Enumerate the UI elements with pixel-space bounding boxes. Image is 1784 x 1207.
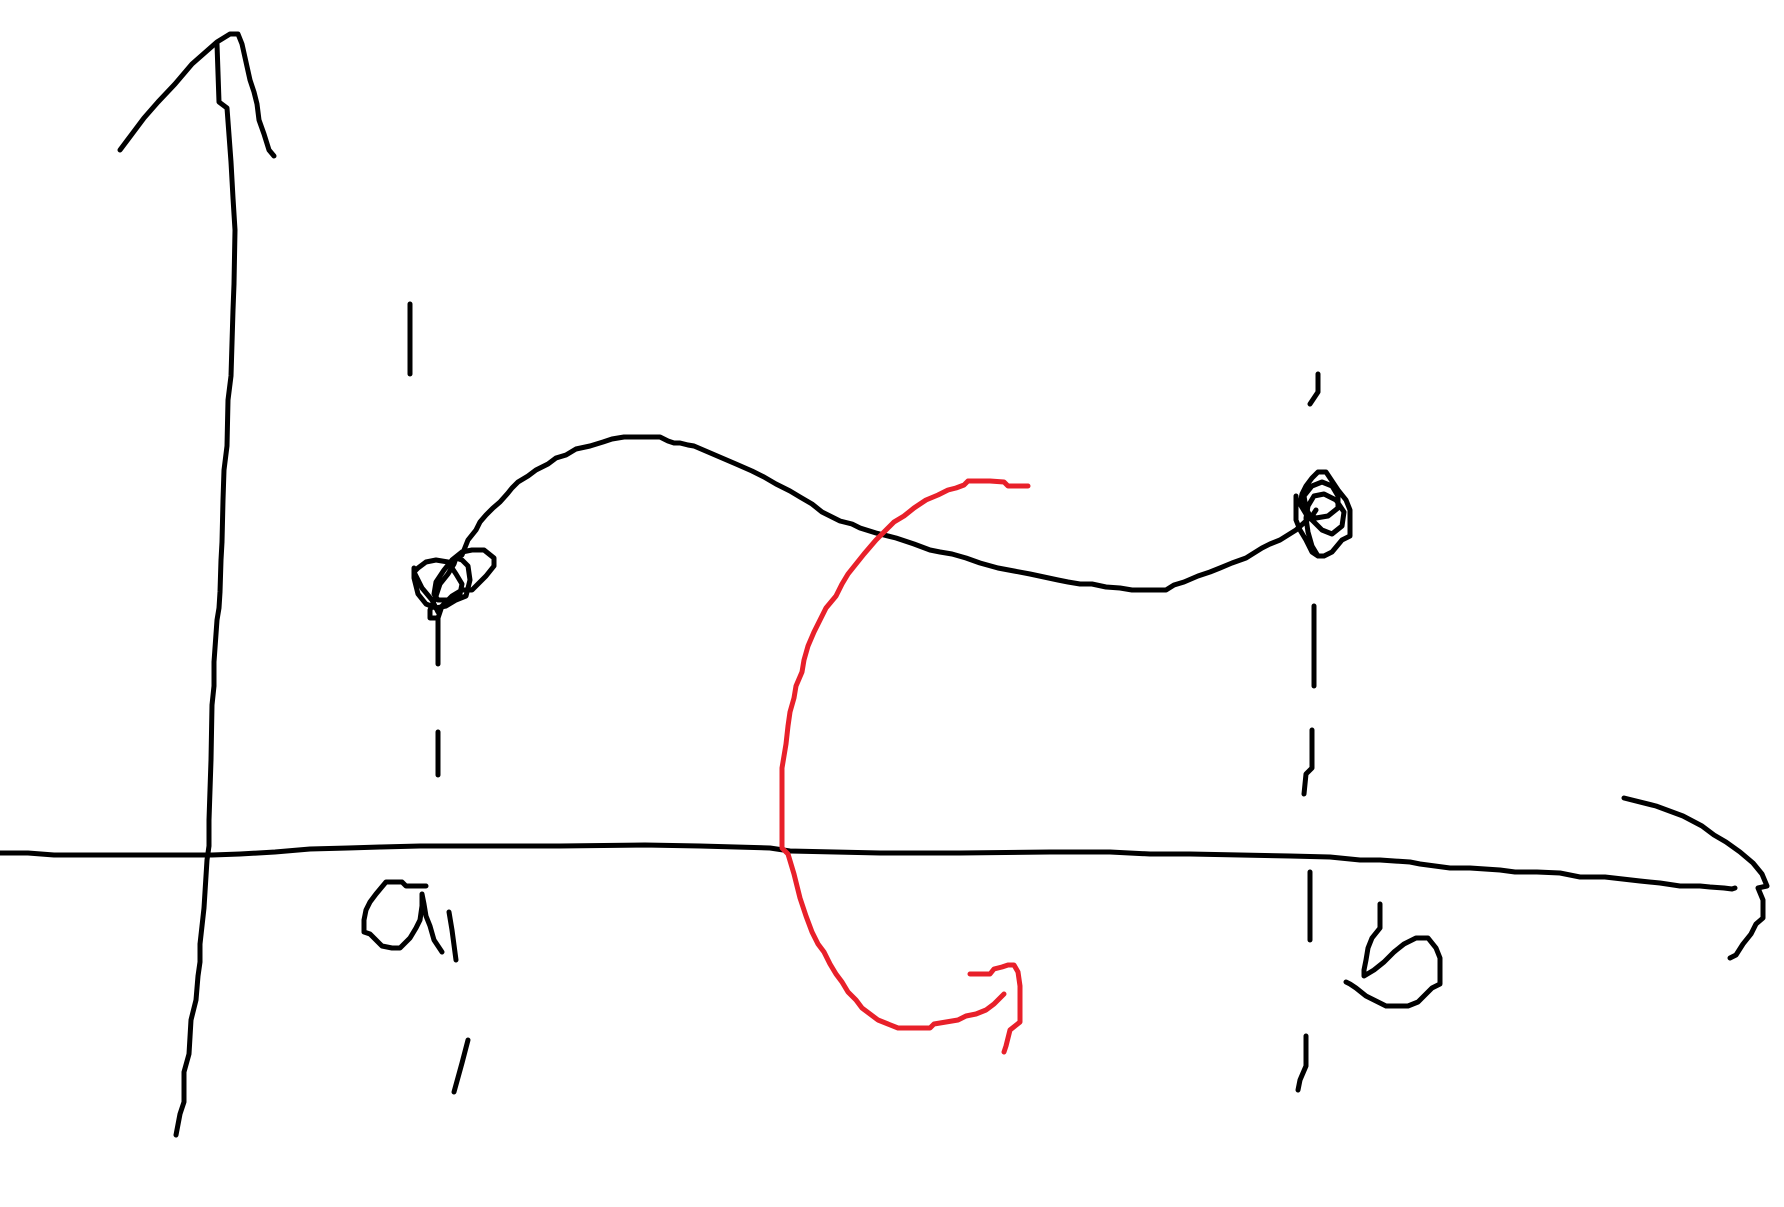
function-curve (459, 434, 1319, 593)
label-a-glyph (361, 879, 445, 955)
y-axis-arrowhead (117, 31, 277, 159)
left-bound-dashed-line (407, 301, 471, 1095)
x-axis (0, 795, 1770, 961)
left-endpoint-marker (411, 547, 497, 621)
curved-arrow-icon (779, 478, 1031, 1031)
x-axis-arrowhead (1621, 795, 1770, 961)
x-axis-line (0, 842, 1738, 892)
right-bound-dashed-line (1295, 371, 1321, 1093)
dash (1307, 371, 1321, 407)
dash (1295, 1033, 1309, 1093)
label-b-glyph (1343, 901, 1443, 1009)
curved-arrow-head (967, 962, 1023, 1055)
dash (451, 1037, 471, 1095)
y-axis (117, 31, 277, 1138)
dash (1301, 727, 1315, 797)
right-bound-label: b (1343, 901, 1443, 1009)
right-endpoint-marker (1293, 469, 1353, 559)
dash (446, 909, 459, 963)
y-axis-line (173, 41, 238, 1138)
left-bound-label: a (361, 879, 445, 955)
